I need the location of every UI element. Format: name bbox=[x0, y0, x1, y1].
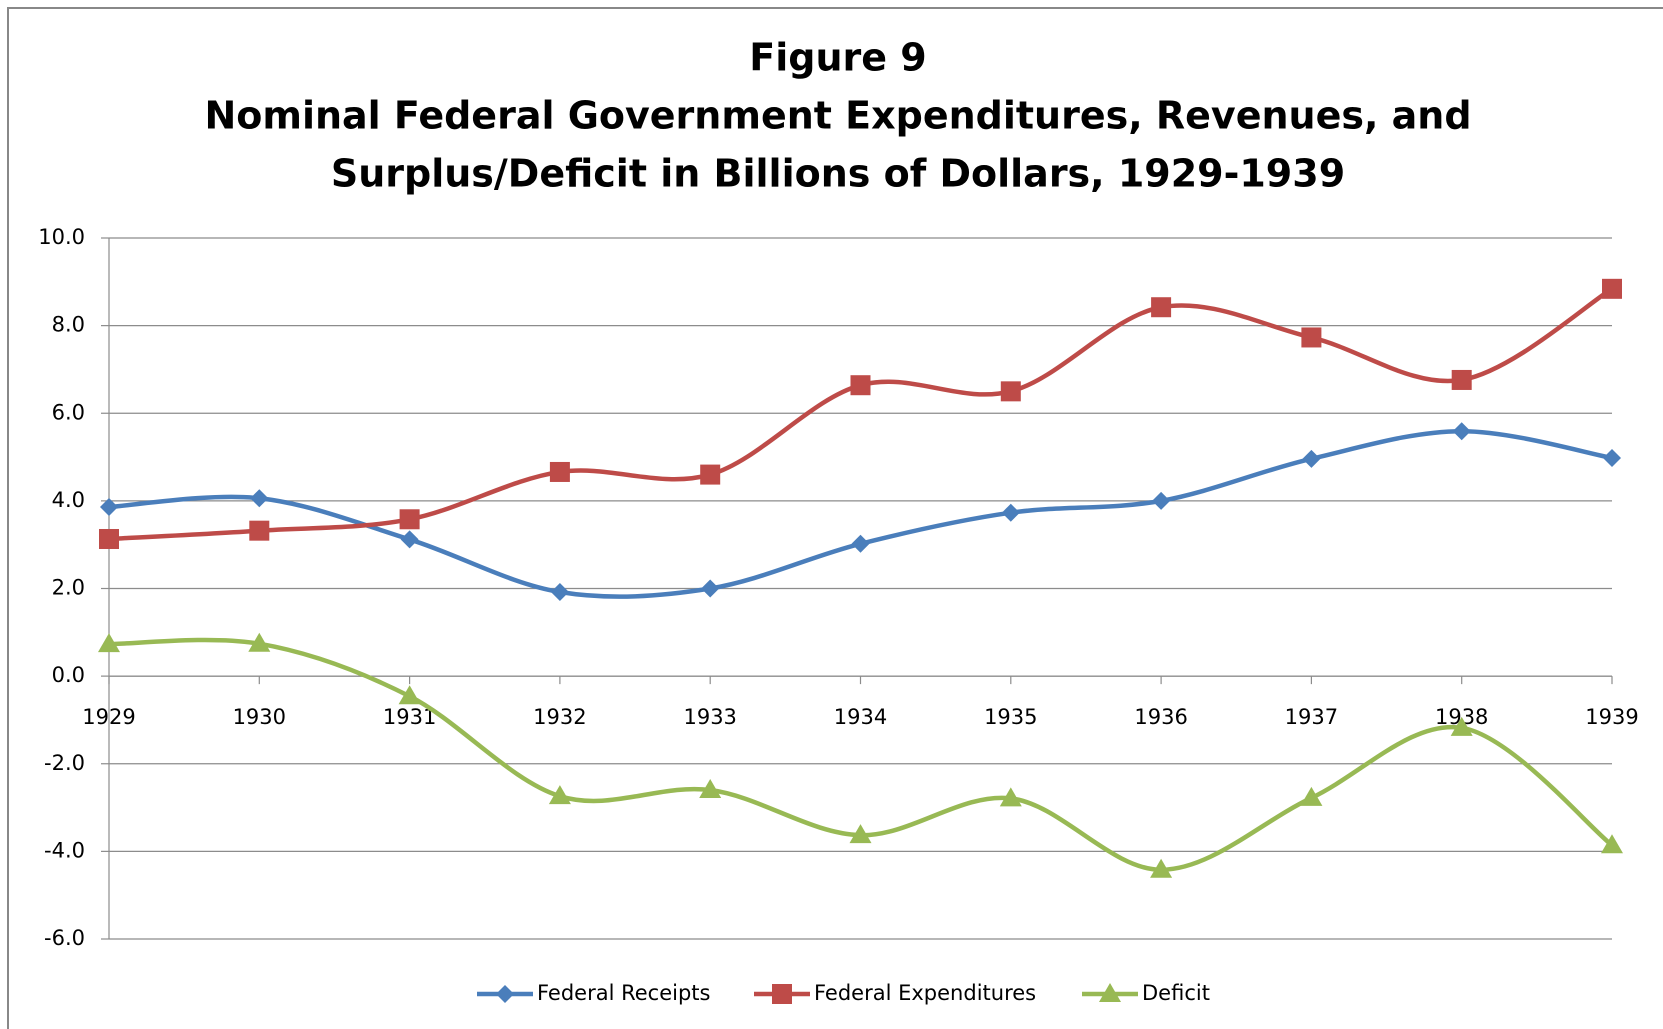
marker bbox=[772, 984, 792, 1004]
y-tick-label: -4.0 bbox=[44, 838, 85, 862]
marker bbox=[398, 685, 421, 705]
marker bbox=[1301, 327, 1322, 348]
marker bbox=[699, 779, 722, 799]
marker bbox=[1001, 503, 1020, 522]
marker bbox=[851, 534, 870, 553]
marker bbox=[701, 579, 720, 598]
x-tick-label: 1929 bbox=[82, 705, 135, 729]
marker bbox=[700, 464, 721, 485]
x-tick-label: 1933 bbox=[683, 705, 736, 729]
marker bbox=[1601, 834, 1623, 854]
legend-label: Federal Receipts bbox=[537, 981, 711, 1005]
marker bbox=[849, 824, 872, 844]
y-tick-label: 2.0 bbox=[52, 576, 85, 600]
y-tick-label: 4.0 bbox=[52, 488, 85, 512]
marker bbox=[399, 509, 420, 530]
series-line bbox=[108, 637, 1614, 873]
y-tick-label: 8.0 bbox=[52, 313, 85, 337]
legend-label: Federal Expenditures bbox=[814, 981, 1036, 1005]
x-tick-label: 1934 bbox=[834, 705, 887, 729]
legend-label: Deficit bbox=[1142, 981, 1210, 1005]
marker bbox=[100, 498, 118, 517]
marker bbox=[1603, 448, 1621, 467]
x-tick-label: 1930 bbox=[233, 705, 286, 729]
marker bbox=[496, 985, 514, 1003]
marker bbox=[850, 375, 871, 396]
chart-subtitle: Nominal Federal Government Expenditures,… bbox=[204, 94, 1471, 138]
marker bbox=[1152, 491, 1171, 510]
marker bbox=[549, 461, 570, 482]
marker bbox=[1602, 278, 1622, 299]
marker bbox=[1452, 422, 1471, 441]
marker bbox=[1450, 716, 1473, 736]
marker bbox=[98, 633, 120, 653]
x-tick-label: 1939 bbox=[1585, 705, 1638, 729]
y-tick-label: -2.0 bbox=[44, 751, 85, 775]
marker bbox=[1000, 381, 1021, 402]
marker bbox=[548, 785, 571, 805]
marker bbox=[250, 489, 269, 508]
marker bbox=[99, 528, 119, 549]
x-tick-label: 1932 bbox=[533, 705, 586, 729]
marker bbox=[1099, 983, 1121, 1002]
chart-subtitle: Surplus/Deficit in Billions of Dollars, … bbox=[331, 152, 1345, 196]
y-tick-label: -6.0 bbox=[44, 926, 85, 950]
marker bbox=[999, 787, 1022, 807]
marker bbox=[1300, 786, 1323, 806]
x-tick-label: 1937 bbox=[1285, 705, 1338, 729]
marker bbox=[248, 632, 271, 652]
marker bbox=[249, 520, 270, 541]
x-tick-label: 1936 bbox=[1134, 705, 1187, 729]
marker bbox=[1151, 297, 1172, 318]
chart-title: Figure 9 bbox=[749, 36, 926, 80]
marker bbox=[1451, 369, 1472, 390]
y-tick-label: 10.0 bbox=[38, 225, 85, 249]
y-tick-label: 6.0 bbox=[52, 400, 85, 424]
marker bbox=[1302, 449, 1321, 468]
marker bbox=[550, 583, 569, 602]
marker bbox=[400, 530, 419, 549]
x-tick-label: 1935 bbox=[984, 705, 1037, 729]
marker bbox=[1150, 858, 1173, 878]
chart-border bbox=[7, 7, 1663, 1029]
y-tick-label: 0.0 bbox=[52, 663, 85, 687]
